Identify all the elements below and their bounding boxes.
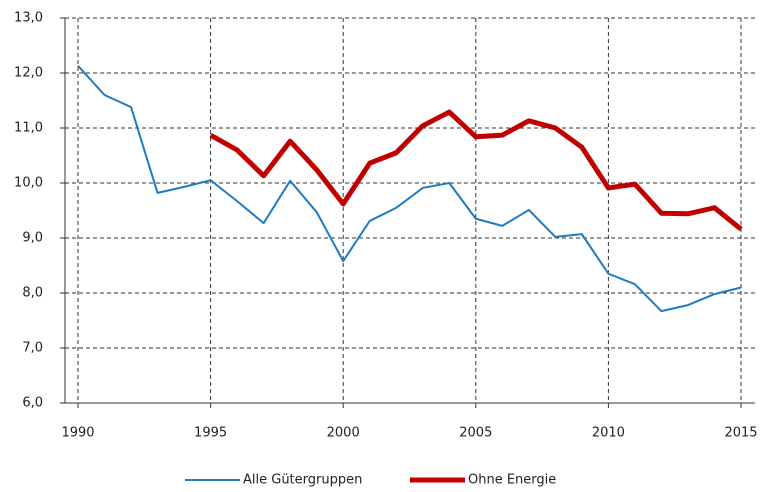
y-tick-label: 7,0 <box>22 341 43 356</box>
x-tick-label: 2005 <box>459 426 492 441</box>
x-tick-label: 2010 <box>592 426 625 441</box>
y-tick-label: 10,0 <box>14 176 43 191</box>
series-line <box>209 109 743 232</box>
y-tick-label: 12,0 <box>14 66 43 81</box>
y-tick-label: 6,0 <box>22 396 43 411</box>
x-tick-label: 2015 <box>724 426 757 441</box>
x-tick-label: 2000 <box>327 426 360 441</box>
x-tick-label: 1995 <box>194 426 227 441</box>
y-tick-label: 8,0 <box>22 286 43 301</box>
y-tick-label: 11,0 <box>14 121 43 136</box>
y-tick-label: 9,0 <box>22 231 43 246</box>
legend-label: Ohne Energie <box>468 473 556 488</box>
legend-label: Alle Gütergruppen <box>243 473 362 488</box>
y-tick-label: 13,0 <box>14 11 43 26</box>
x-tick-label: 1990 <box>61 426 94 441</box>
series-line <box>77 65 742 313</box>
